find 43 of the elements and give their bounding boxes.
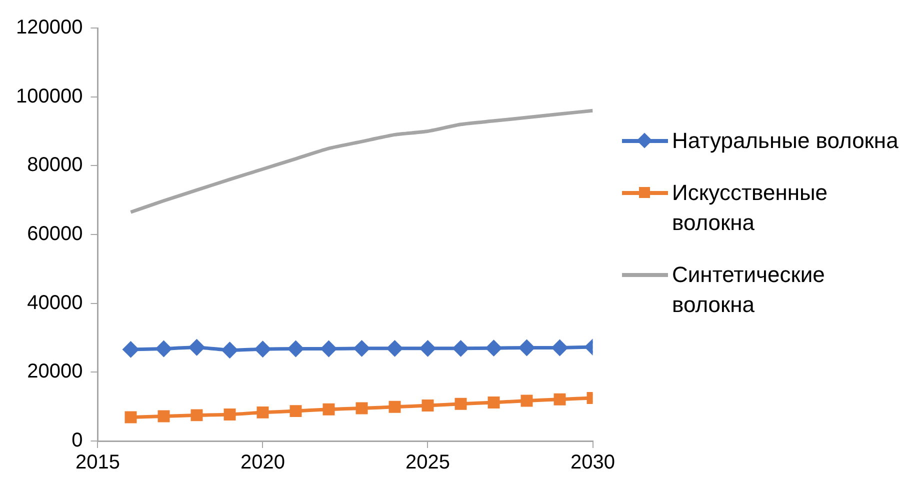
y-tick-label: 80000	[27, 154, 83, 176]
legend-label: Натуральные волокна	[672, 127, 900, 155]
point	[124, 411, 137, 424]
point	[422, 400, 434, 412]
point	[554, 393, 566, 406]
point	[290, 405, 302, 418]
point	[488, 396, 500, 408]
point	[552, 340, 568, 356]
y-tick-label: 0	[72, 430, 83, 452]
point	[520, 394, 533, 407]
point	[158, 410, 170, 422]
y-tick-label: 40000	[27, 292, 83, 314]
point	[222, 342, 238, 358]
point	[122, 342, 138, 358]
point	[156, 341, 172, 357]
x-tick-label: 2020	[240, 452, 285, 474]
point	[254, 341, 270, 357]
point	[256, 406, 269, 418]
point	[354, 340, 370, 356]
point	[322, 403, 335, 416]
point	[453, 340, 468, 356]
legend-label: Синтетические волокна	[672, 261, 826, 319]
point	[388, 400, 401, 413]
point	[288, 341, 304, 357]
x-tick-label: 2030	[570, 452, 616, 474]
legend-label: Искусственные волокна	[672, 179, 829, 237]
point	[387, 340, 402, 356]
point	[320, 341, 336, 357]
x-tick-label: 2025	[406, 452, 450, 474]
y-tick-label: 120000	[16, 16, 83, 39]
line-series	[128, 108, 593, 214]
point	[356, 402, 368, 414]
y-tick-label: 20000	[27, 360, 83, 383]
point	[454, 398, 467, 410]
y-tick-label: 100000	[16, 85, 83, 108]
x-tick-label: 2015	[75, 452, 120, 474]
point	[224, 408, 236, 420]
y-tick-label: 60000	[27, 223, 83, 246]
point	[190, 409, 203, 422]
point	[420, 340, 436, 356]
point	[519, 340, 534, 356]
point	[188, 340, 204, 356]
point	[486, 340, 502, 356]
